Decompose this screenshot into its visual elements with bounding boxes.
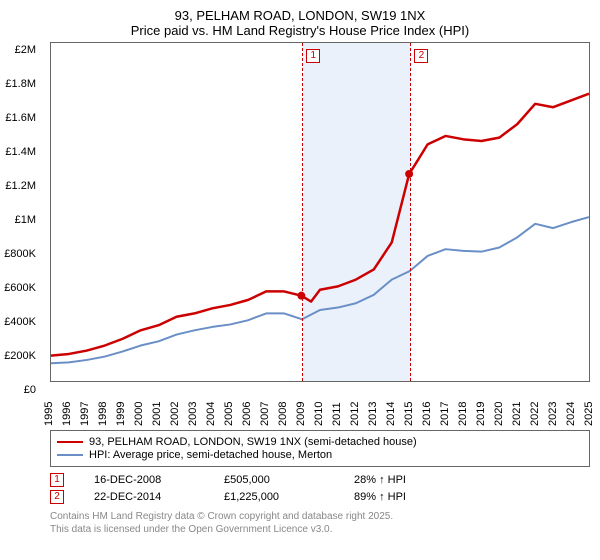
legend-swatch-property — [57, 441, 83, 443]
x-tick-label: 2000 — [133, 402, 145, 426]
marker-vline — [410, 43, 411, 381]
chart-container: 93, PELHAM ROAD, LONDON, SW19 1NX Price … — [0, 0, 600, 560]
attribution-line2: This data is licensed under the Open Gov… — [50, 523, 590, 536]
x-tick-label: 2005 — [223, 402, 235, 426]
marker-table: 1 16-DEC-2008 £505,000 28% ↑ HPI 2 22-DE… — [50, 473, 590, 504]
y-tick-label: £1.8M — [5, 78, 36, 90]
y-axis: £0£200K£400K£600K£800K£1M£1.2M£1.4M£1.6M… — [0, 50, 40, 390]
legend-item-hpi: HPI: Average price, semi-detached house,… — [57, 449, 583, 461]
x-tick-label: 2006 — [241, 402, 253, 426]
marker-row-2: 2 22-DEC-2014 £1,225,000 89% ↑ HPI — [50, 490, 590, 504]
x-tick-label: 2021 — [511, 402, 523, 426]
marker-badge-1: 1 — [50, 473, 64, 487]
legend: 93, PELHAM ROAD, LONDON, SW19 1NX (semi-… — [50, 430, 590, 467]
x-tick-label: 2013 — [367, 402, 379, 426]
chart-title: 93, PELHAM ROAD, LONDON, SW19 1NX Price … — [10, 8, 590, 38]
y-tick-label: £200K — [4, 350, 36, 362]
x-tick-label: 2022 — [529, 402, 541, 426]
marker-date-2: 22-DEC-2014 — [94, 491, 224, 503]
marker-date-1: 16-DEC-2008 — [94, 474, 224, 486]
legend-label-hpi: HPI: Average price, semi-detached house,… — [89, 449, 332, 461]
plot-marker-badge: 2 — [414, 49, 428, 63]
x-tick-label: 2023 — [547, 402, 559, 426]
legend-swatch-hpi — [57, 454, 83, 456]
x-tick-label: 1998 — [97, 402, 109, 426]
x-axis: 1995 1996 1997 1998 1999 2000 2001 2002 2003 2004… — [40, 394, 580, 434]
legend-item-property: 93, PELHAM ROAD, LONDON, SW19 1NX (semi-… — [57, 436, 583, 448]
x-tick-label: 1997 — [79, 402, 91, 426]
x-tick-label: 2004 — [205, 402, 217, 426]
marker-vline — [302, 43, 303, 381]
chart-lines — [51, 43, 589, 381]
title-address: 93, PELHAM ROAD, LONDON, SW19 1NX — [10, 8, 590, 23]
legend-label-property: 93, PELHAM ROAD, LONDON, SW19 1NX (semi-… — [89, 436, 417, 448]
x-tick-label: 2019 — [475, 402, 487, 426]
x-tick-label: 2015 — [403, 402, 415, 426]
x-tick-label: 2017 — [439, 402, 451, 426]
x-tick-label: 1995 — [43, 402, 55, 426]
x-tick-label: 2001 — [151, 402, 163, 426]
attribution: Contains HM Land Registry data © Crown c… — [50, 510, 590, 536]
y-tick-label: £1.4M — [5, 146, 36, 158]
title-subtitle: Price paid vs. HM Land Registry's House … — [10, 23, 590, 38]
y-tick-label: £800K — [4, 248, 36, 260]
x-tick-label: 2003 — [187, 402, 199, 426]
x-tick-label: 2009 — [295, 402, 307, 426]
series-line — [51, 94, 589, 356]
x-tick-label: 2010 — [313, 402, 325, 426]
plot-marker-badge: 1 — [306, 49, 320, 63]
y-tick-label: £2M — [15, 44, 36, 56]
y-tick-label: £0 — [24, 384, 36, 396]
x-tick-label: 2008 — [277, 402, 289, 426]
x-tick-label: 2002 — [169, 402, 181, 426]
x-tick-label: 2025 — [583, 402, 595, 426]
x-tick-label: 1999 — [115, 402, 127, 426]
marker-point — [405, 170, 413, 178]
y-tick-label: £400K — [4, 316, 36, 328]
x-tick-label: 2020 — [493, 402, 505, 426]
marker-badge-2: 2 — [50, 490, 64, 504]
x-tick-label: 2012 — [349, 402, 361, 426]
x-tick-label: 2007 — [259, 402, 271, 426]
marker-hpi-1: 28% ↑ HPI — [354, 474, 484, 486]
x-tick-label: 2011 — [331, 402, 343, 426]
x-tick-label: 1996 — [61, 402, 73, 426]
x-tick-label: 2016 — [421, 402, 433, 426]
y-tick-label: £600K — [4, 282, 36, 294]
y-tick-label: £1.6M — [5, 112, 36, 124]
attribution-line1: Contains HM Land Registry data © Crown c… — [50, 510, 590, 523]
x-tick-label: 2014 — [385, 402, 397, 426]
marker-price-2: £1,225,000 — [224, 491, 354, 503]
x-tick-label: 2018 — [457, 402, 469, 426]
y-tick-label: £1.2M — [5, 180, 36, 192]
plot-area: 12 — [50, 42, 590, 382]
y-tick-label: £1M — [15, 214, 36, 226]
marker-price-1: £505,000 — [224, 474, 354, 486]
marker-row-1: 1 16-DEC-2008 £505,000 28% ↑ HPI — [50, 473, 590, 487]
x-tick-label: 2024 — [565, 402, 577, 426]
marker-hpi-2: 89% ↑ HPI — [354, 491, 484, 503]
